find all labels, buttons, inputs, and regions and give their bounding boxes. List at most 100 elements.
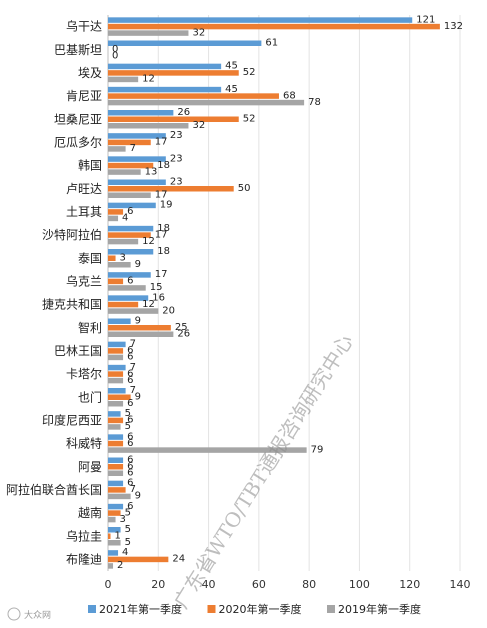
data-label: 6 — [127, 206, 133, 217]
bar-series-3 — [108, 493, 131, 500]
bar-series-2 — [108, 278, 124, 285]
bar-series-2 — [108, 301, 139, 308]
x-tick-label: 120 — [399, 578, 420, 591]
bar-series-3 — [108, 169, 141, 175]
bar-series-3 — [108, 262, 131, 268]
bar-series-2 — [108, 371, 124, 377]
category-label: 印度尼西亚 — [42, 412, 102, 427]
data-label: 16 — [152, 292, 165, 303]
data-label: 18 — [157, 246, 170, 257]
data-label: 132 — [444, 21, 463, 32]
bar-series-3 — [108, 215, 119, 222]
data-label: 17 — [155, 269, 168, 280]
bar-series-3 — [108, 540, 121, 546]
data-label: 23 — [170, 153, 183, 164]
bar-series-3 — [108, 331, 174, 337]
bar-series-3 — [108, 424, 121, 430]
data-label: 23 — [170, 130, 183, 141]
bar-series-1 — [108, 179, 166, 185]
category-label: 巴林王国 — [54, 344, 102, 358]
data-label: 17 — [155, 229, 168, 240]
x-tick-label: 140 — [450, 578, 471, 591]
bar-series-3 — [108, 377, 124, 384]
bar-series-1 — [108, 225, 154, 232]
bar-series-2 — [108, 556, 169, 563]
data-label: 50 — [238, 183, 251, 194]
bar-series-1 — [108, 527, 121, 533]
bar-series-1 — [108, 434, 124, 440]
data-label: 20 — [162, 305, 175, 316]
data-label: 6 — [127, 276, 133, 287]
legend-entry: 2021年第一季度 — [99, 602, 182, 616]
data-label: 79 — [311, 444, 324, 455]
x-tick-label: 20 — [151, 578, 165, 591]
bar-series-3 — [108, 354, 124, 361]
bar-series-1 — [108, 388, 126, 394]
category-label: 阿拉伯联合酋长国 — [6, 482, 102, 497]
logo-icon — [7, 607, 21, 621]
bar-series-2 — [108, 162, 154, 169]
data-label: 7 — [130, 362, 136, 373]
category-label: 科威特 — [66, 436, 102, 451]
bar-series-1 — [108, 503, 124, 510]
legend-entry: 2019年第一季度 — [338, 602, 421, 616]
bar-series-2 — [108, 440, 124, 447]
data-label: 45 — [225, 61, 238, 72]
data-label: 19 — [160, 200, 173, 211]
bar-series-2 — [108, 394, 131, 400]
category-label: 捷克共和国 — [42, 298, 102, 312]
bars — [108, 17, 440, 569]
category-label: 乌干达 — [66, 19, 102, 34]
category-label: 阿曼 — [78, 460, 102, 474]
data-label: 68 — [283, 90, 296, 101]
data-label: 12 — [142, 236, 155, 247]
data-label: 6 — [127, 478, 133, 489]
category-label: 厄瓜多尔 — [54, 134, 102, 149]
bar-series-2 — [108, 209, 124, 215]
bar-series-2 — [108, 533, 111, 539]
data-label: 25 — [175, 322, 188, 333]
data-label: 3 — [120, 514, 126, 525]
data-label: 6 — [127, 438, 133, 449]
category-label: 乌克兰 — [66, 273, 102, 288]
data-label: 17 — [155, 190, 168, 201]
category-labels: 乌干达巴基斯坦埃及肯尼亚坦桑尼亚厄瓜多尔韩国卢旺达土耳其沙特阿拉伯泰国乌克兰捷克… — [6, 19, 102, 567]
bar-series-1 — [108, 63, 222, 70]
bar-series-2 — [108, 464, 124, 470]
bar-series-1 — [108, 364, 126, 371]
bar-series-1 — [108, 272, 151, 278]
legend-entry: 2020年第一季度 — [219, 602, 302, 616]
bar-series-2 — [108, 417, 124, 424]
bar-series-3 — [108, 123, 189, 129]
legend-swatch — [88, 605, 96, 613]
bar-series-1 — [108, 133, 166, 139]
bar-series-2 — [108, 487, 126, 493]
bar-series-1 — [108, 457, 124, 463]
category-label: 布隆迪 — [66, 551, 102, 566]
data-label: 1 — [115, 531, 121, 542]
logo-text: 大众网 — [24, 609, 51, 621]
bar-series-1 — [108, 318, 131, 324]
category-label: 沙特阿拉伯 — [42, 227, 102, 242]
data-label: 6 — [127, 345, 133, 356]
data-label: 15 — [150, 282, 163, 293]
data-label: 52 — [243, 67, 256, 78]
data-label: 45 — [225, 84, 238, 95]
bar-series-3 — [108, 76, 139, 83]
bar-series-2 — [108, 510, 121, 516]
value-labels: 1211323261004552124568782652322317723181… — [112, 14, 463, 571]
bar-series-3 — [108, 470, 124, 476]
bar-series-2 — [108, 186, 234, 192]
bar-series-1 — [108, 341, 126, 348]
data-label: 13 — [145, 166, 158, 177]
x-axis-ticks: 0 20 40 60 80 100 120 140 — [105, 578, 471, 591]
data-label: 7 — [130, 484, 136, 495]
data-label: 12 — [142, 74, 155, 85]
x-tick-label: 60 — [252, 578, 266, 591]
bar-series-3 — [108, 563, 114, 569]
data-label: 6 — [127, 455, 133, 466]
category-label: 埃及 — [78, 66, 102, 80]
data-label: 6 — [127, 501, 133, 512]
bar-series-1 — [108, 295, 149, 301]
